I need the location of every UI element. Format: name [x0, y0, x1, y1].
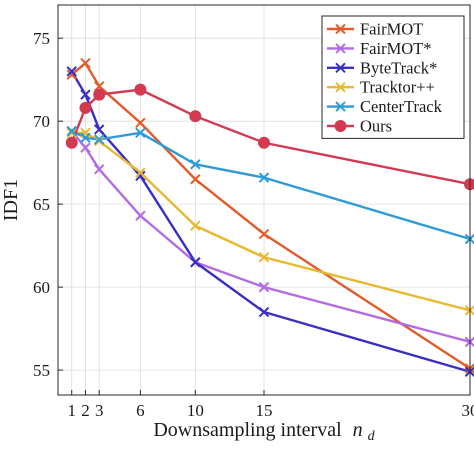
- y-tick-label: 70: [33, 112, 50, 131]
- legend-label: FairMOT: [360, 20, 423, 39]
- data-point: [189, 110, 201, 122]
- y-axis-label: IDF1: [0, 179, 22, 221]
- data-point: [134, 84, 146, 96]
- data-point: [258, 137, 270, 149]
- x-tick-label: 6: [136, 401, 145, 420]
- data-point: [66, 137, 78, 149]
- legend-label: ByteTrack*: [360, 58, 437, 77]
- legend-marker: [335, 120, 347, 132]
- x-tick-label: 1: [67, 401, 76, 420]
- y-tick-label: 65: [33, 195, 50, 214]
- y-tick-label: 60: [33, 278, 50, 297]
- data-point: [93, 89, 105, 101]
- x-axis-label-text: Downsampling interval: [153, 419, 342, 441]
- legend-label: CenterTrack: [360, 97, 443, 116]
- x-axis-label-subscript: d: [368, 429, 376, 444]
- y-tick-label: 75: [33, 29, 50, 48]
- x-axis-label: Downsampling interval n d: [153, 419, 375, 444]
- legend-label: FairMOT*: [360, 39, 432, 58]
- y-tick-label: 55: [33, 361, 50, 380]
- x-axis-label-symbol: n: [353, 419, 363, 441]
- legend: FairMOTFairMOT*ByteTrack*Tracktor++Cente…: [322, 16, 464, 138]
- legend-label: Ours: [360, 117, 392, 136]
- x-tick-label: 10: [187, 401, 204, 420]
- x-tick-label: 2: [81, 401, 90, 420]
- x-tick-label: 30: [462, 401, 474, 420]
- x-tick-label: 3: [95, 401, 104, 420]
- x-tick-label: 15: [256, 401, 273, 420]
- legend-label: Tracktor++: [360, 78, 435, 97]
- data-point: [79, 102, 91, 114]
